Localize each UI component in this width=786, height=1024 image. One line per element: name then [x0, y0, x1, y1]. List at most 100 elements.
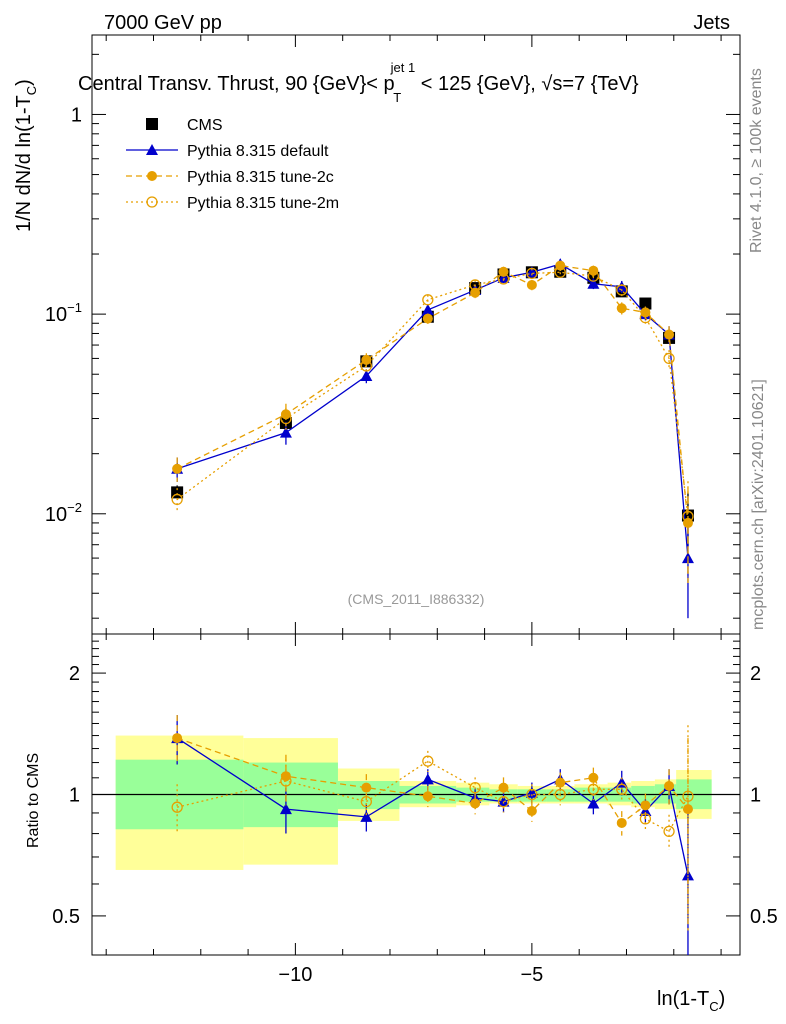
- legend-label: Pythia 8.315 tune-2c: [187, 169, 334, 186]
- data-point: [587, 270, 600, 282]
- data-point: [616, 284, 628, 296]
- data-point: [280, 412, 292, 425]
- data-point: [663, 825, 675, 838]
- data-point: [469, 279, 481, 291]
- data-point: [171, 493, 183, 506]
- data-point: [497, 271, 510, 283]
- data-point: [639, 813, 652, 825]
- data-point: [279, 426, 292, 438]
- legend: CMS Pythia 8.315 default Pythia 8.315 tune…: [126, 117, 339, 212]
- y-axis-label-main: 1/N dN/d ln(1-T: [13, 95, 35, 232]
- y-tick-label: 1: [71, 104, 82, 126]
- ratio-y-label: Ratio to CMS: [25, 753, 42, 848]
- data-point: [615, 280, 628, 292]
- data-point: [497, 796, 510, 808]
- data-point: [469, 781, 481, 794]
- data-point: [639, 312, 652, 324]
- ratio-y-tick-label: 2: [69, 663, 80, 685]
- plot-title-sup: jet 1: [390, 60, 416, 75]
- y-axis-label-end: ): [13, 79, 35, 86]
- main-panel: 10−2 10−1 1: [45, 34, 741, 635]
- header-right: Jets: [693, 12, 730, 34]
- header-left: 7000 GeV pp: [104, 12, 222, 34]
- x-axis-label-main: ln(1-T: [657, 988, 709, 1010]
- watermark: (CMS_2011_I886332): [348, 591, 485, 607]
- data-point: [640, 800, 651, 811]
- data-point: [616, 303, 627, 314]
- data-point: [588, 772, 599, 783]
- x-axis-label-sub: C: [709, 999, 718, 1014]
- data-point: [639, 297, 652, 310]
- data-point: [554, 266, 566, 278]
- data-point: [360, 360, 372, 372]
- data-point: [421, 773, 434, 785]
- series-line: [176, 263, 689, 559]
- data-point: [422, 755, 434, 767]
- y-axis-label: 1/N dN/d ln(1-TC): [13, 79, 39, 232]
- data-point: [361, 782, 372, 793]
- data-point: [172, 733, 183, 744]
- plot-title-sub: T: [393, 90, 401, 105]
- ratio-panel: −10 −5 0.5 0.5 1 1 2 2: [52, 633, 778, 986]
- data-point: [587, 277, 600, 289]
- data-point: [682, 510, 694, 523]
- data-point: [497, 795, 510, 807]
- series-line: [176, 271, 689, 517]
- data-point: [360, 796, 372, 808]
- legend-label: Pythia 8.315 tune-2m: [187, 195, 339, 212]
- x-axis-label: ln(1-TC): [657, 988, 725, 1014]
- x-tick-label: −10: [278, 964, 312, 986]
- data-point: [526, 267, 538, 280]
- ratio-y-tick-label: 1: [69, 785, 80, 807]
- legend-label: Pythia 8.315 default: [187, 143, 329, 160]
- data-point: [279, 803, 292, 815]
- data-point: [554, 788, 566, 801]
- data-point: [147, 171, 157, 181]
- data-point: [146, 196, 158, 208]
- ratio-y-tick-label: 0.5: [750, 906, 778, 928]
- series-line: [176, 264, 689, 523]
- ratio-y-tick-label: 1: [750, 785, 761, 807]
- data-point: [587, 797, 600, 809]
- data-point: [497, 273, 510, 285]
- x-axis-label-end: ): [719, 988, 726, 1010]
- data-point: [555, 777, 566, 788]
- side-mcplots: mcplots.cern.ch [arXiv:2401.10621]: [750, 379, 767, 630]
- data-point: [280, 775, 292, 787]
- legend-label: CMS: [187, 117, 223, 134]
- data-point: [172, 463, 183, 474]
- plot-title-main: Central Transv. Thrust, 90 {GeV}< p: [78, 73, 395, 95]
- data-point: [682, 804, 693, 815]
- data-point: [422, 791, 433, 802]
- data-point: [470, 287, 481, 298]
- plot-title: Central Transv. Thrust, 90 {GeV}< pjet 1…: [78, 60, 639, 105]
- data-point: [498, 782, 509, 793]
- x-tick-label: −5: [520, 964, 543, 986]
- data-point: [526, 806, 537, 817]
- data-point: [616, 783, 628, 795]
- data-point: [664, 329, 675, 340]
- ratio-y-tick-label: 0.5: [52, 906, 80, 928]
- data-point: [663, 352, 675, 365]
- data-point: [422, 313, 433, 324]
- data-point: [421, 303, 434, 315]
- y-tick-label: 10−2: [45, 500, 82, 526]
- data-point: [422, 294, 434, 306]
- data-point: [470, 798, 481, 809]
- data-point: [587, 783, 600, 795]
- data-point: [681, 869, 694, 881]
- data-point: [682, 790, 694, 802]
- ratio-y-tick-label: 2: [750, 663, 761, 685]
- y-tick-label: 10−1: [45, 300, 82, 326]
- data-point: [146, 118, 158, 130]
- data-point: [171, 801, 183, 813]
- side-rivet: Rivet 4.1.0, ≥ 100k events: [748, 68, 765, 253]
- data-point: [616, 817, 627, 828]
- plot-title-rest: < 125 {GeV}, √s=7 {TeV}: [415, 73, 639, 95]
- data-point: [664, 780, 675, 791]
- data-point: [146, 144, 158, 155]
- data-point: [360, 369, 373, 381]
- y-axis-label-sub: C: [24, 86, 39, 95]
- data-point: [526, 279, 537, 290]
